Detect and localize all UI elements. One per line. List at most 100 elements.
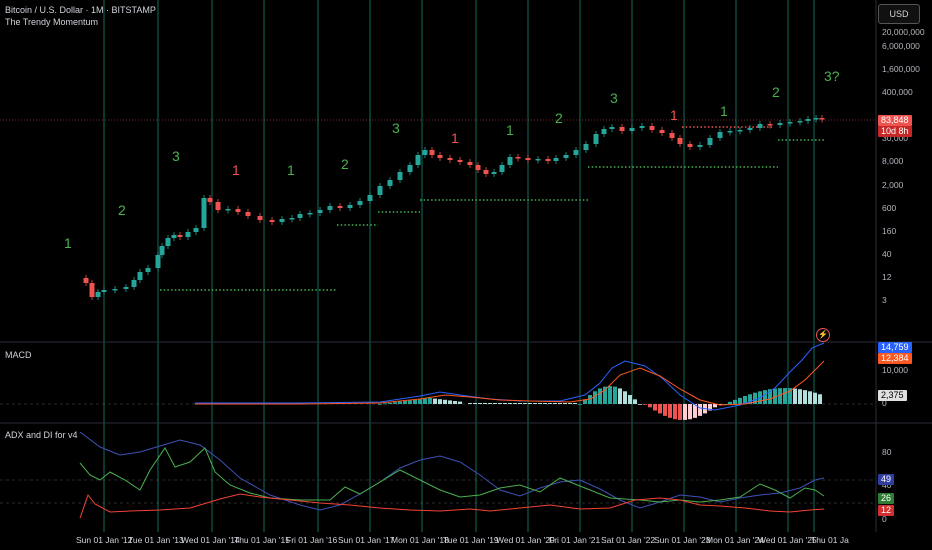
candle-body [245, 212, 251, 216]
price-tick: 8,000 [882, 156, 904, 166]
time-tick: Fri 01 Jan '21 [549, 535, 601, 545]
candle-body [457, 160, 463, 162]
price-tick: 20,000,000 [882, 27, 925, 37]
macd-histogram-bar [748, 394, 752, 404]
candle-body [447, 158, 453, 160]
macd-histogram-bar [708, 404, 712, 411]
time-tick: Sun 01 Jan '12 [76, 535, 133, 545]
candle-body [377, 186, 383, 195]
candle-body [491, 172, 497, 174]
candle-body [697, 145, 703, 147]
candle-body [289, 218, 295, 220]
candle-body [507, 157, 513, 165]
candle-body [215, 202, 221, 210]
candle-body [813, 118, 819, 120]
macd-histogram-bar [733, 399, 737, 404]
adx-value-tag: 49 [878, 474, 895, 485]
candle-body [677, 138, 683, 144]
candle-body [525, 158, 531, 160]
candle-body [159, 246, 165, 255]
price-candles [83, 115, 825, 300]
macd-histogram-bar [638, 404, 642, 405]
wave-count-label: 1 [720, 103, 728, 119]
macd-title[interactable]: MACD [5, 350, 32, 360]
candle-body [123, 287, 129, 289]
candle-body [687, 144, 693, 147]
candle-body [155, 255, 161, 268]
di-plus-line [79, 447, 825, 503]
candle-body [515, 157, 521, 159]
macd-histogram-bar [503, 403, 507, 404]
wave-count-label: 1 [451, 130, 459, 146]
currency-button[interactable]: USD [878, 4, 920, 24]
macd-histogram-bar [433, 398, 437, 404]
macd-histogram-bar [403, 401, 407, 404]
macd-histogram-bar [813, 392, 817, 404]
adx-axis-tick: 0 [882, 514, 887, 524]
macd-histogram-bar [543, 403, 547, 404]
wave-count-label: 3 [172, 148, 180, 164]
price-tick: 600 [882, 203, 897, 213]
macd-histogram-bar [528, 403, 532, 404]
candle-body [747, 128, 753, 130]
macd-histogram-bar [498, 403, 502, 404]
wave-count-label: 1 [506, 122, 514, 138]
macd-axis-tick: 10,000 [882, 365, 908, 375]
macd-histogram-bar [743, 396, 747, 404]
macd-histogram-bar [453, 401, 457, 404]
candle-body [145, 268, 151, 272]
wave-count-label: 2 [341, 156, 349, 172]
macd-histogram-bar [678, 404, 682, 420]
time-tick: Wed 01 Jan '20 [496, 535, 555, 545]
candle-body [659, 130, 665, 133]
candle-body [407, 165, 413, 172]
macd-histogram-bar [643, 404, 647, 405]
macd-histogram-bar [608, 386, 612, 404]
macd-histogram-bar [593, 391, 597, 404]
macd-histogram-bar [603, 386, 607, 404]
alert-icon[interactable]: ⚡ [816, 328, 830, 342]
bar-countdown-tag: 10d 8h [878, 126, 912, 137]
macd-histogram-bar [698, 404, 702, 416]
macd-histogram-bar [623, 391, 627, 404]
macd-histogram-bar [383, 403, 387, 405]
macd-histogram-bar [508, 403, 512, 404]
histogram-value-tag: 2,375 [878, 390, 907, 401]
cycle-vertical-lines [103, 0, 815, 532]
candle-body [207, 198, 213, 202]
candle-body [101, 290, 107, 292]
candle-body [757, 124, 763, 128]
adx-title[interactable]: ADX and DI for v4 [5, 430, 78, 440]
support-levels [160, 139, 826, 291]
macd-histogram-bar [538, 403, 542, 404]
candle-body [387, 180, 393, 186]
indicator-title[interactable]: The Trendy Momentum [5, 17, 99, 27]
macd-histogram-bar [568, 403, 572, 404]
macd-histogram-bar [688, 404, 692, 420]
macd-histogram-bar [418, 399, 422, 404]
candle-body [422, 150, 428, 155]
macd-histogram-bar [808, 391, 812, 404]
macd-histogram-bar [448, 400, 452, 404]
price-tick: 400,000 [882, 87, 913, 97]
macd-histogram-bar [523, 403, 527, 404]
wave-count-label: 1 [64, 235, 72, 251]
candle-body [583, 144, 589, 150]
candle-body [805, 119, 811, 121]
macd-histogram-bar [658, 404, 662, 414]
time-axis[interactable] [0, 532, 876, 550]
macd-histogram-bar [468, 403, 472, 404]
macd-histogram-bar [798, 389, 802, 404]
time-tick: Sun 01 Jan '23 [654, 535, 711, 545]
price-tick: 12 [882, 272, 892, 282]
candle-body [499, 165, 505, 172]
candle-body [225, 209, 231, 211]
candle-body [573, 150, 579, 155]
symbol-title[interactable]: Bitcoin / U.S. Dollar · 1M · BITSTAMP [5, 5, 156, 15]
candle-body [545, 159, 551, 161]
adx-line [79, 431, 825, 511]
macd-histogram-bar [553, 403, 557, 404]
macd-histogram-bar [628, 395, 632, 404]
wave-count-label: 1 [232, 162, 240, 178]
